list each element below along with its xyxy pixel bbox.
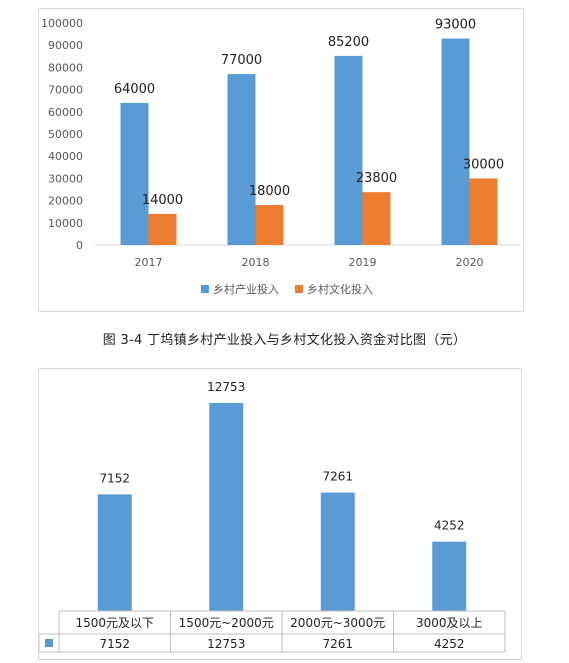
bar-s1-1: [255, 205, 284, 245]
x-tick-label-2: 2019: [349, 256, 377, 269]
table-header-1: 1500元~2000元: [179, 616, 274, 630]
legend-swatch-1: [295, 285, 303, 293]
y-tick-label-1: 10000: [48, 217, 83, 230]
data-label-s0-0: 64000: [114, 82, 155, 97]
chart-1-frame: 0 10000 20000 30000 40000 50000 60000 70000 8000…: [38, 8, 524, 312]
data-label-1: 12753: [207, 380, 245, 394]
data-label-s1-2: 23800: [356, 171, 397, 186]
data-label-3: 4252: [434, 519, 465, 533]
bar-s0-2: [334, 55, 363, 245]
legend-label-0: 乡村产业投入: [213, 282, 279, 296]
y-tick-label-9: 90000: [48, 39, 83, 52]
data-label-s1-3: 30000: [463, 157, 504, 172]
y-tick-label-7: 70000: [48, 84, 83, 97]
data-label-2: 7261: [322, 470, 353, 484]
data-label-s1-1: 18000: [249, 184, 290, 199]
chart-2-svg: 7152 12753 7261 4252 1500元及以下 7152 1500元~2000元…: [38, 380, 506, 653]
table-header-3: 3000及以上: [416, 616, 483, 630]
data-label-s0-3: 93000: [435, 18, 476, 33]
y-tick-label-8: 80000: [48, 61, 83, 74]
bar-0: [97, 494, 132, 611]
y-tick-label-4: 40000: [48, 150, 83, 163]
figure-caption: 图 3-4 丁坞镇乡村产业投入与乡村文化投入资金对比图（元）: [102, 333, 467, 348]
table-header-2: 2000元~3000元: [290, 616, 385, 630]
table-header-0: 1500元及以下: [75, 616, 154, 630]
bar-3: [432, 541, 467, 611]
bar-s0-0: [120, 102, 149, 245]
chart-2-frame: 7152 12753 7261 4252 1500元及以下 7152 1500元~2000元…: [38, 368, 522, 660]
y-tick-label-3: 30000: [48, 172, 83, 185]
data-label-s0-2: 85200: [328, 35, 369, 50]
data-label-s1-0: 14000: [142, 193, 183, 208]
bar-s0-3: [441, 38, 470, 245]
y-tick-label-2: 20000: [48, 195, 83, 208]
bar-s1-0: [148, 213, 177, 245]
bar-1: [209, 403, 244, 611]
bar-s1-2: [362, 192, 391, 245]
bar-s1-3: [469, 178, 498, 245]
x-tick-label-0: 2017: [135, 256, 163, 269]
data-label-s0-1: 77000: [221, 53, 262, 68]
bar-s0-1: [227, 74, 256, 245]
table-value-3: 4252: [434, 637, 465, 651]
x-tick-label-1: 2018: [242, 256, 270, 269]
table-value-2: 7261: [322, 637, 353, 651]
y-tick-label-0: 0: [76, 239, 83, 252]
legend-label-1: 乡村文化投入: [307, 282, 373, 296]
y-tick-label-5: 50000: [48, 128, 83, 141]
x-tick-label-3: 2020: [456, 256, 484, 269]
legend-swatch-0: [201, 285, 209, 293]
chart-1-svg: 0 10000 20000 30000 40000 50000 60000 70000 8000…: [41, 17, 521, 296]
table-legend-key: [45, 639, 53, 647]
data-label-0: 7152: [99, 471, 130, 485]
bar-2: [320, 492, 355, 611]
y-tick-label-6: 60000: [48, 106, 83, 119]
table-value-0: 7152: [99, 637, 130, 651]
y-tick-label-10: 100000: [41, 17, 83, 30]
table-value-1: 12753: [207, 637, 245, 651]
